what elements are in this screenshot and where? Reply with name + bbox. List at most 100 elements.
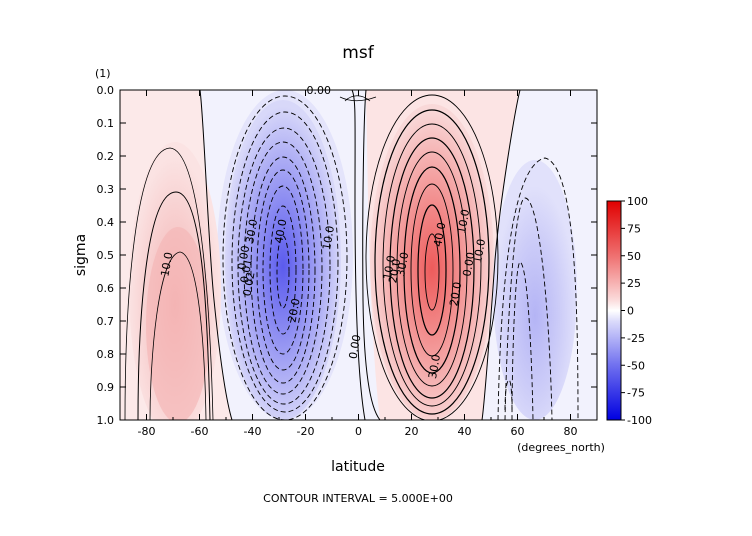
nf-contour-20	[504, 379, 513, 411]
south-polar-contour-10	[137, 191, 211, 420]
nh-contour-15	[382, 123, 482, 407]
colorbar-label: 0	[627, 305, 634, 318]
sh-contour-45	[276, 235, 290, 309]
south-hadley-contours	[222, 95, 348, 420]
colorbar-label: -50	[627, 359, 645, 372]
sh-contour-15	[237, 127, 331, 405]
contour-label: 10.0	[158, 251, 175, 277]
nf-contour-15	[511, 261, 534, 420]
y-axis-units: (1)	[95, 67, 111, 80]
contour-label: 10.0	[320, 225, 337, 251]
sh-contour-20	[243, 141, 323, 395]
x-tick-label: 20	[405, 425, 419, 438]
south-polar-inner	[146, 227, 210, 420]
y-tick-label: 0.1	[97, 117, 115, 130]
x-tick-label: -60	[191, 425, 209, 438]
contour-interval-note: CONTOUR INTERVAL = 5.000E+00	[263, 492, 453, 505]
y-tick-label: 0.5	[97, 249, 115, 262]
zero-contour-center	[351, 90, 366, 420]
contour-label: 40.0	[431, 221, 448, 247]
chart-title: msf	[342, 43, 374, 63]
y-tick-label: 0.4	[97, 216, 115, 229]
zero-contour-west	[199, 90, 233, 420]
colorbar-label: 75	[627, 222, 641, 235]
y-axis: 0.0 0.1 0.2 0.3 0.4 0.5 0.6 0.7 0.8 0.9 1.0	[97, 84, 597, 427]
y-tick-label: 0.8	[97, 348, 115, 361]
y-tick-label: 0.2	[97, 150, 115, 163]
nf-contour-10	[504, 197, 553, 420]
y-tick-label: 0.7	[97, 315, 115, 328]
north-ferrel-contours	[497, 157, 579, 420]
y-tick-label: 0.0	[97, 84, 115, 97]
contour-label: 0.01	[238, 258, 255, 284]
nh-contour-30	[403, 166, 461, 374]
sh-contour-5	[222, 95, 348, 420]
north-hadley-cell	[370, 104, 494, 420]
x-axis-title: latitude	[331, 459, 385, 475]
nf-contour-5	[497, 157, 579, 420]
contour-label: 30.0	[426, 353, 443, 379]
colorbar-label: 50	[627, 250, 641, 263]
x-axis-units: (degrees_north)	[517, 441, 605, 454]
sh-contour-10	[231, 111, 339, 413]
contour-label: 20.0	[447, 281, 464, 307]
x-tick-label: 80	[564, 425, 578, 438]
colorbar: 100 75 50 25 0 -25 -50 -75 -100	[606, 195, 652, 427]
x-tick-label: -80	[138, 425, 156, 438]
x-tick-label: 60	[511, 425, 525, 438]
south-hadley-cell	[225, 100, 341, 420]
plot-area	[120, 90, 597, 420]
x-tick-label: 40	[458, 425, 472, 438]
contour-label: 10.0	[455, 208, 472, 234]
colorbar-label: -100	[627, 414, 652, 427]
nh-contour-10	[374, 109, 490, 415]
south-polar-contour-5	[124, 147, 214, 420]
y-tick-label: 1.0	[97, 414, 115, 427]
zero-contour-center-b	[362, 90, 381, 420]
contour-label: 20.0	[286, 297, 303, 323]
x-tick-label: -40	[244, 425, 262, 438]
sh-contour-35	[262, 185, 304, 355]
north-ferrel-cell	[493, 160, 577, 420]
colorbar-label: -75	[627, 387, 645, 400]
zero-contour-east	[481, 90, 521, 420]
x-tick-label: -20	[297, 425, 315, 438]
nh-contour-5	[365, 94, 499, 420]
contour-lines	[124, 90, 579, 420]
nh-contour-35	[410, 183, 454, 357]
x-axis: -80 -60 -40 -20 0 20 40 60 80	[119, 90, 598, 438]
contour-label: 10.0	[381, 254, 398, 280]
y-axis-title: sigma	[73, 234, 89, 276]
contour-label: 10.0	[471, 238, 488, 264]
contour-label: 40.0	[272, 218, 289, 244]
contour-label: 0.00	[460, 251, 477, 277]
contour-label: 0.02	[241, 271, 258, 297]
nh-contour-20	[389, 137, 475, 399]
sh-contour-25	[250, 156, 316, 384]
colorbar-label: -25	[627, 332, 645, 345]
colorbar-label: 100	[627, 195, 648, 208]
nh-contour-25	[396, 151, 468, 387]
north-hadley-contours	[365, 94, 499, 420]
contour-label: 0.00	[347, 334, 364, 360]
colorbar-ticks: 100 75 50 25 0 -25 -50 -75 -100	[621, 195, 652, 427]
y-tick-label: 0.6	[97, 282, 115, 295]
zero-contour-top-loop	[339, 95, 377, 102]
x-tick-label: 0	[355, 425, 362, 438]
colorbar-ramp	[606, 200, 622, 421]
contour-label: 30.0	[394, 251, 411, 277]
y-tick-label: 0.3	[97, 183, 115, 196]
contour-label: 0.00	[235, 244, 252, 270]
y-tick-label: 0.9	[97, 381, 115, 394]
colorbar-label: 25	[627, 277, 641, 290]
south-polar-contour-15	[149, 251, 207, 420]
contour-label: 20.0	[386, 258, 403, 284]
contour-label: 30.0	[243, 218, 260, 244]
sh-contour-40	[269, 205, 297, 335]
sh-contour-30	[256, 169, 310, 371]
nh-contour-45	[424, 233, 440, 311]
nh-contour-40	[417, 204, 447, 336]
